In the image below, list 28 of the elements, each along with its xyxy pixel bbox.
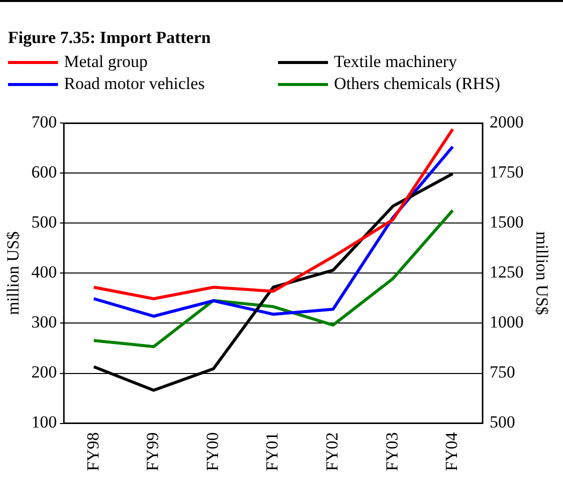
x-tick-label: FY98 <box>83 432 102 472</box>
x-tick-label: FY02 <box>322 432 342 472</box>
y2-tick-label: 750 <box>490 362 516 382</box>
x-tick-label: FY00 <box>202 432 222 472</box>
y-tick-label: 600 <box>31 162 57 182</box>
x-tick-label: FY04 <box>442 432 462 472</box>
legend-label: Metal group <box>64 52 148 72</box>
y-axis-title: million US$ <box>4 231 23 316</box>
legend-label: Others chemicals (RHS) <box>334 74 500 94</box>
chart-title: Figure 7.35: Import Pattern <box>8 28 211 48</box>
y-tick-label: 100 <box>31 412 57 432</box>
y-tick-label: 200 <box>31 362 57 382</box>
y2-tick-label: 500 <box>490 412 516 432</box>
y-tick-label: 700 <box>31 112 57 132</box>
y2-tick-label: 1500 <box>490 212 524 232</box>
y2-axis-title: million US$ <box>532 231 552 316</box>
x-tick-label: FY03 <box>382 432 402 472</box>
y2-tick-label: 2000 <box>490 112 524 132</box>
legend-label: Textile machinery <box>334 52 457 72</box>
y2-tick-label: 1250 <box>490 262 524 282</box>
y2-tick-label: 1750 <box>490 162 524 182</box>
y-tick-label: 500 <box>31 212 57 232</box>
y-tick-label: 300 <box>31 312 57 332</box>
x-tick-label: FY99 <box>143 432 162 472</box>
x-tick-label: FY01 <box>262 432 282 472</box>
y2-tick-label: 1000 <box>490 312 524 332</box>
y-tick-label: 400 <box>31 262 57 282</box>
legend-label: Road motor vehicles <box>64 74 205 94</box>
